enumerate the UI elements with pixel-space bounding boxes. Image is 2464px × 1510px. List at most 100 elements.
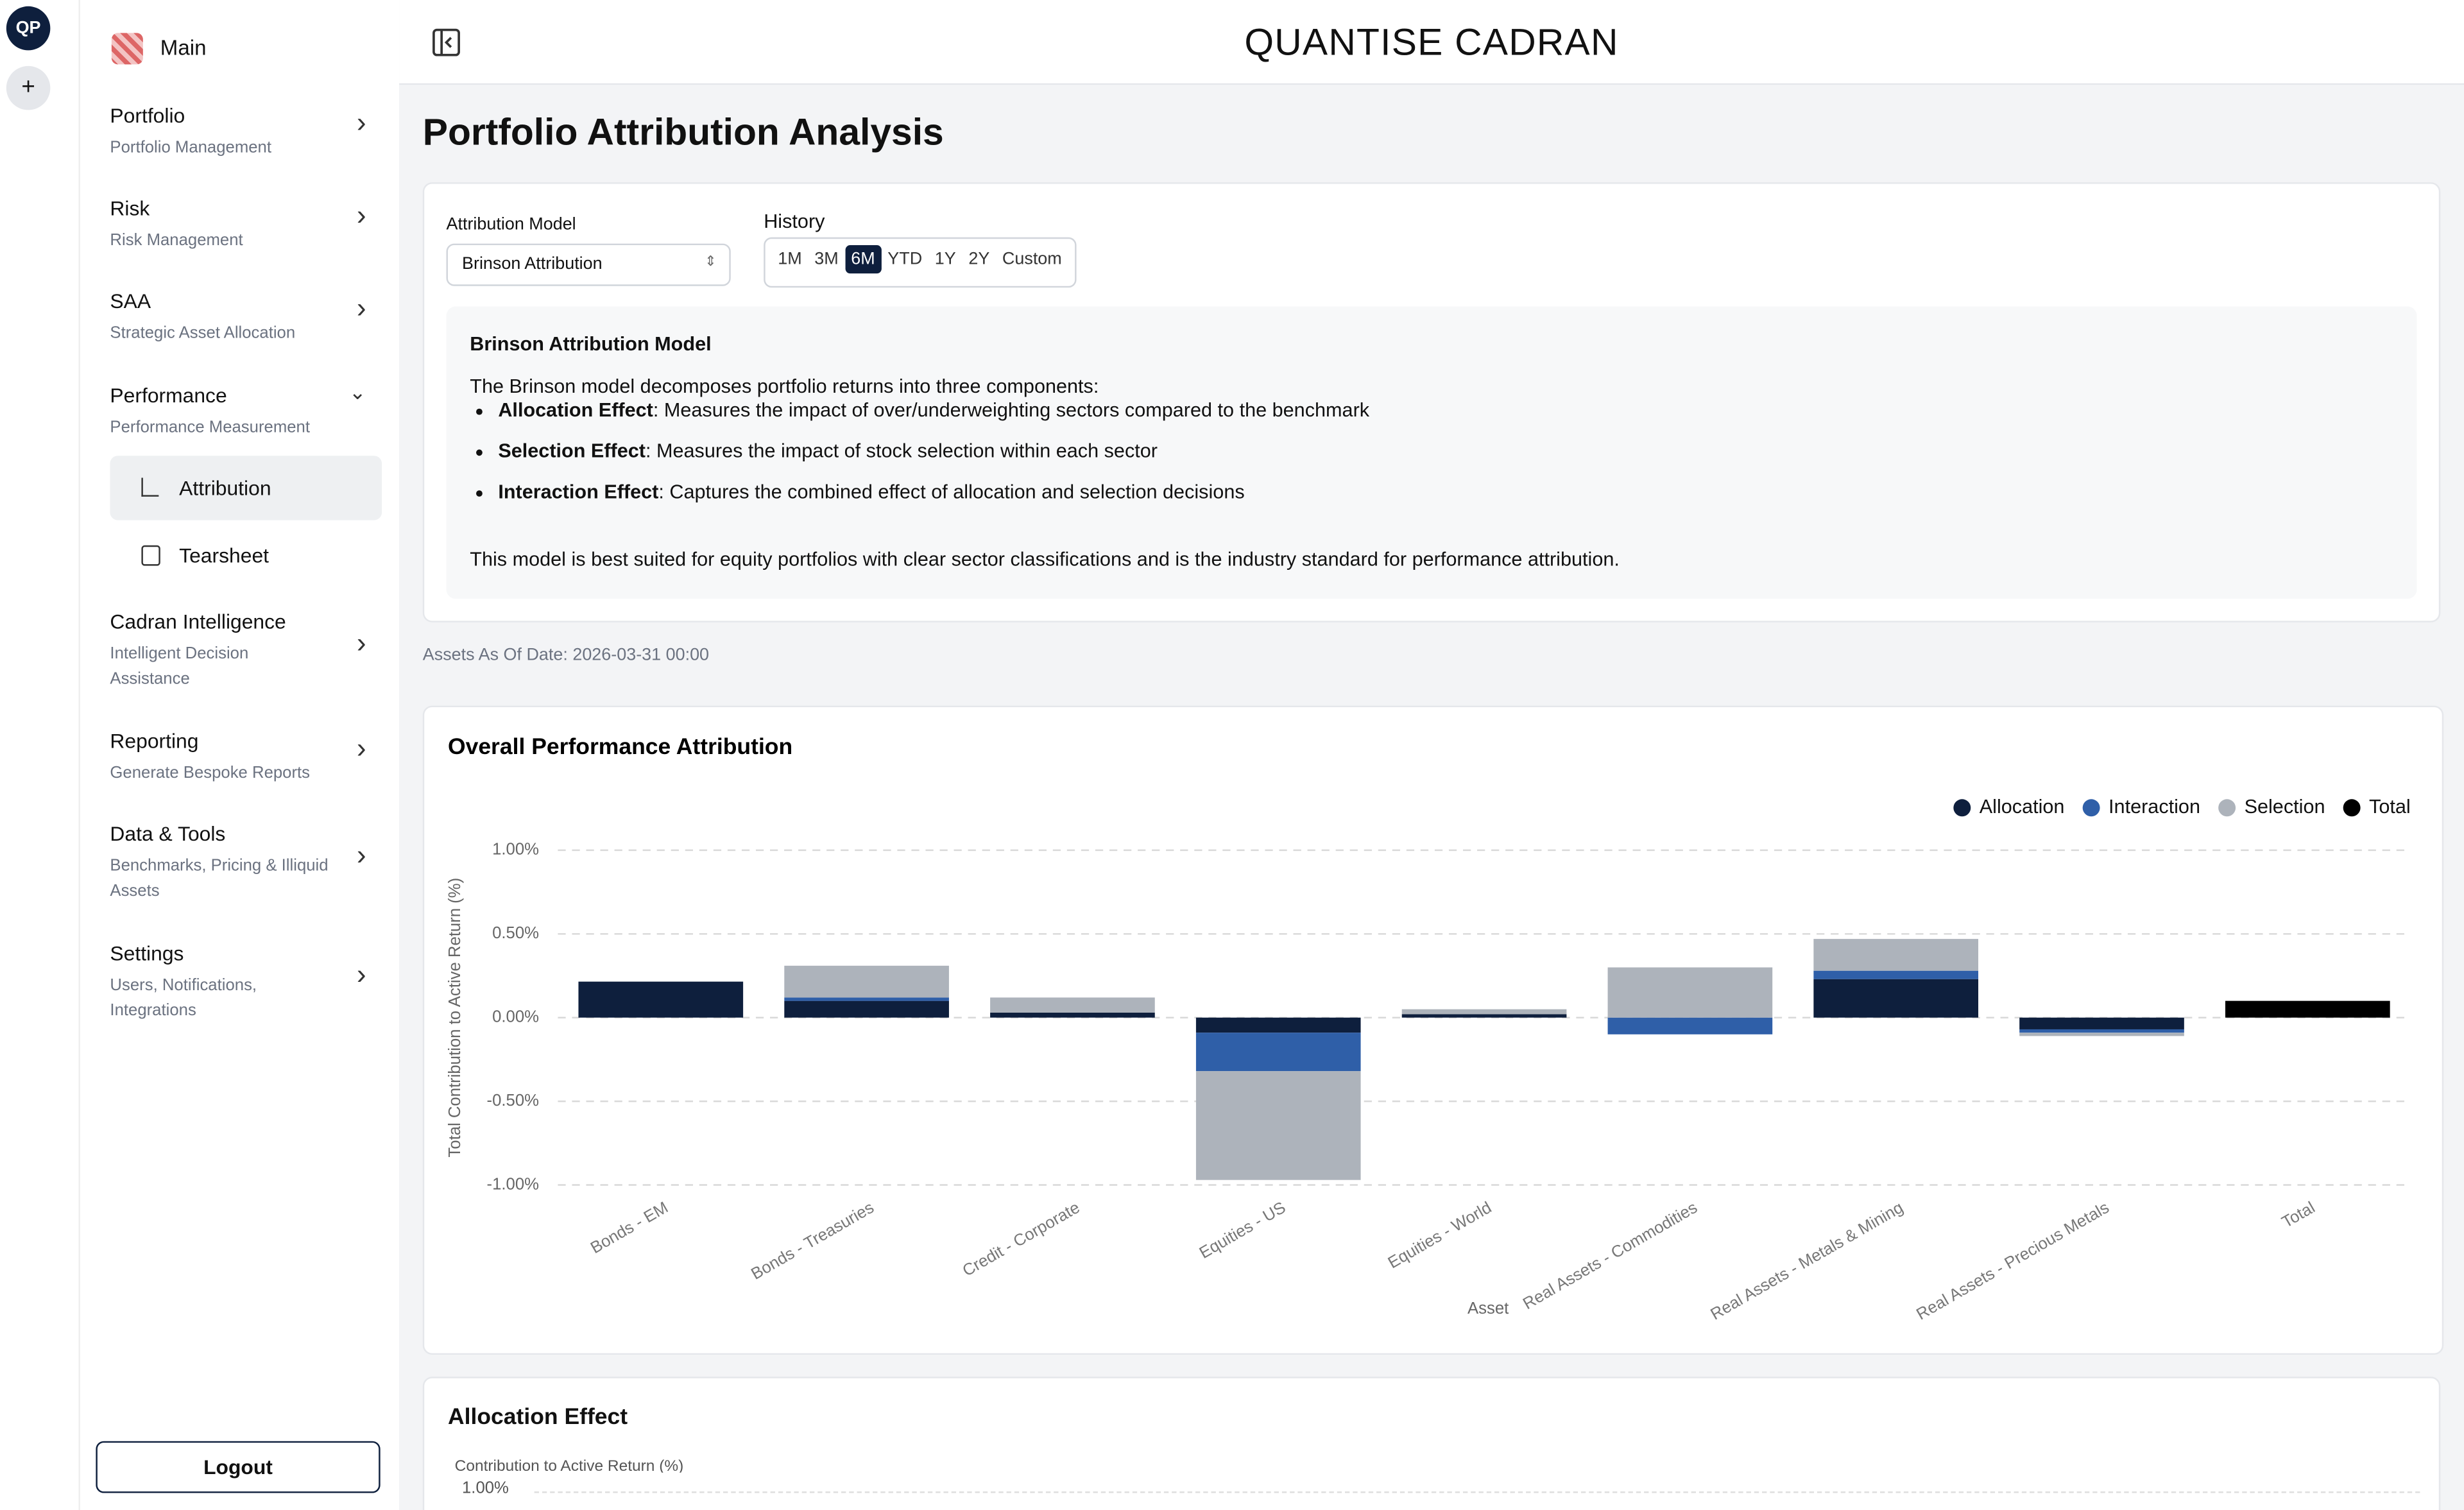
nav-title: Performance xyxy=(110,383,227,408)
nav-subtitle: Strategic Asset Allocation xyxy=(110,323,296,343)
bar-segment xyxy=(2019,1017,2184,1029)
subnav-item[interactable]: Tearsheet xyxy=(110,524,382,588)
controls-card: Attribution Model Brinson Attribution ⇕ H… xyxy=(422,182,2441,622)
allocation-tick: 1.00% xyxy=(462,1479,509,1498)
history-option[interactable]: 1Y xyxy=(934,250,956,269)
bar-segment xyxy=(1195,1033,1361,1072)
nav-item[interactable]: SAA Strategic Asset Allocation › xyxy=(110,289,385,346)
nav-subtitle: Portfolio Management xyxy=(110,138,272,157)
subnav-icon xyxy=(141,477,159,497)
nav-item[interactable]: Reporting Generate Bespoke Reports › xyxy=(110,729,385,785)
history-option[interactable]: 6M xyxy=(844,245,882,274)
nav-subtitle: Benchmarks, Pricing & Illiquid Assets xyxy=(110,856,329,901)
history-option[interactable]: 3M xyxy=(814,250,839,269)
description-item: Selection Effect: Measures the impact of… xyxy=(498,440,2305,462)
select-arrow: ⇕ xyxy=(705,253,717,269)
allocation-title: Allocation Effect xyxy=(447,1405,628,1430)
history-group: 1M 3M 6M YTD 1Y 2Y Custom xyxy=(764,237,1076,288)
bar-segment xyxy=(990,997,1155,1013)
legend-label: Selection xyxy=(2245,796,2325,818)
y-tick-label: -0.50% xyxy=(487,1092,539,1110)
description-item: Allocation Effect: Measures the impact o… xyxy=(498,399,2305,421)
legend-swatch xyxy=(1953,799,1971,817)
page-title: Portfolio Attribution Analysis xyxy=(422,111,944,155)
history-option[interactable]: YTD xyxy=(887,250,923,269)
nav-item[interactable]: Data & Tools Benchmarks, Pricing & Illiqu… xyxy=(110,822,385,904)
nav-title: Reporting xyxy=(110,729,199,753)
subnav-item[interactable]: Attribution xyxy=(110,456,382,520)
main: QUANTISE CADRAN Portfolio Attribution An… xyxy=(399,0,2464,1510)
description-outro: This model is best suited for equity por… xyxy=(470,548,1620,571)
nav-subtitle: Risk Management xyxy=(110,231,243,250)
nav-item[interactable]: Cadran Intelligence Intelligent Decision … xyxy=(110,610,385,691)
x-tick-label: Real Assets - Commodities xyxy=(1520,1199,1700,1314)
logout-button[interactable]: Logout xyxy=(96,1441,381,1493)
legend-label: Allocation xyxy=(1980,796,2065,818)
chart: Overall Performance Attribution -1.00% -0… xyxy=(422,705,2444,1355)
workspace-badge[interactable]: QP xyxy=(6,6,51,51)
nav-subtitle: Generate Bespoke Reports xyxy=(110,764,311,783)
bar-segment xyxy=(1813,979,1979,1018)
bar-segment xyxy=(1607,967,1773,1018)
chevron: › xyxy=(356,732,366,764)
sidebar: Main Portfolio Portfolio Management › Risk R… xyxy=(78,0,401,1510)
bar-segment xyxy=(2225,1000,2390,1018)
bar-segment xyxy=(578,981,744,1018)
chevron: › xyxy=(356,107,366,139)
chevron: › xyxy=(356,292,366,324)
brand: QUANTISE CADRAN xyxy=(399,22,2464,66)
main-link[interactable]: Main xyxy=(160,36,207,60)
subnav-label: Tearsheet xyxy=(179,544,270,568)
x-tick-label: Equities - World xyxy=(1385,1199,1495,1273)
nav-item[interactable]: Performance Performance Measurement ⌄ xyxy=(110,380,385,440)
nav-subtitle: Users, Notifications, Integrations xyxy=(110,975,257,1020)
chevron: › xyxy=(356,200,366,232)
brand-text: QUANTISE CADRAN xyxy=(1244,22,1619,65)
bar-segment xyxy=(1813,970,1979,979)
bar-segment xyxy=(784,965,949,998)
nav-title: SAA xyxy=(110,289,151,313)
bar-segment xyxy=(784,997,949,1001)
allocation-grid xyxy=(534,1491,2420,1493)
legend-label: Interaction xyxy=(2109,796,2200,818)
y-tick-label: 0.50% xyxy=(492,924,539,942)
bar-segment xyxy=(990,1012,1155,1018)
x-tick-label: Credit - Corporate xyxy=(959,1199,1082,1280)
bar-segment xyxy=(1401,1014,1567,1018)
model-label: Attribution Model xyxy=(446,215,576,234)
chevron: ⌄ xyxy=(348,380,366,404)
nav-subtitle: Performance Measurement xyxy=(110,418,311,437)
rail: QP + xyxy=(0,0,56,1510)
add-workspace[interactable]: + xyxy=(6,65,51,110)
history-option[interactable]: Custom xyxy=(1002,250,1062,269)
history-option[interactable]: 2Y xyxy=(968,250,990,269)
chevron: › xyxy=(356,839,366,871)
legend-swatch xyxy=(2218,799,2236,817)
model-select[interactable]: Brinson Attribution ⇕ xyxy=(446,243,731,286)
allocation-ylabel-clip: Contribution to Active Return (%) xyxy=(448,1450,684,1473)
nav-title: Cadran Intelligence xyxy=(110,610,286,633)
description-item: Interaction Effect: Captures the combine… xyxy=(498,481,2305,502)
nav-item[interactable]: Portfolio Portfolio Management › xyxy=(110,104,385,160)
history-option[interactable]: 1M xyxy=(778,250,802,269)
description-list: Allocation Effect: Measures the impact o… xyxy=(447,399,2306,522)
description-term: Selection Effect xyxy=(498,440,646,463)
subnav-icon xyxy=(141,545,160,566)
nav-title: Data & Tools xyxy=(110,821,226,846)
description-term: Interaction Effect xyxy=(498,481,659,503)
nav-subtitle: Intelligent Decision Assistance xyxy=(110,644,249,689)
collapse-icon[interactable] xyxy=(432,28,460,56)
description-box: Brinson Attribution Model The Brinson mo… xyxy=(446,306,2417,599)
description-text: : Captures the combined effect of alloca… xyxy=(658,481,1245,503)
nav-item[interactable]: Settings Users, Notifications, Integratio… xyxy=(110,941,385,1023)
y-tick-label: -1.00% xyxy=(487,1175,539,1193)
nav-title: Risk xyxy=(110,196,150,220)
x-tick-label: Bonds - Treasuries xyxy=(748,1199,877,1283)
description-term: Allocation Effect xyxy=(498,399,653,422)
bar-segment xyxy=(1813,939,1979,971)
bar-segment xyxy=(1195,1071,1361,1180)
legend-swatch xyxy=(2343,799,2361,817)
legend-swatch xyxy=(2082,799,2100,817)
chart-title: Overall Performance Attribution xyxy=(448,734,792,759)
nav-item[interactable]: Risk Risk Management › xyxy=(110,196,385,253)
